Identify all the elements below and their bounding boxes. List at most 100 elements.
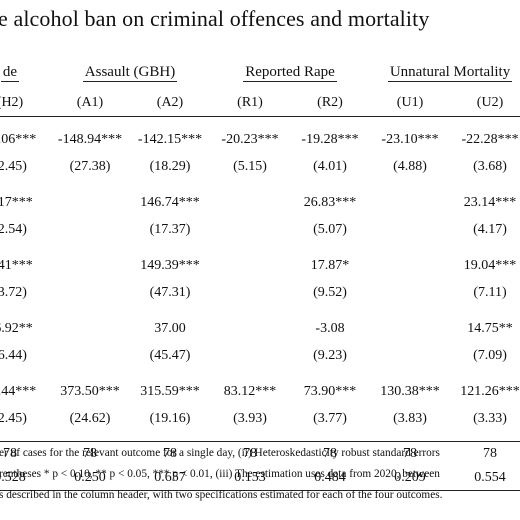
table-cell: (3.83) <box>393 410 427 426</box>
table-cell: 23.14*** <box>463 194 517 210</box>
table-cell: 130.38*** <box>380 383 440 399</box>
constant-row: 52.44*** 373.50*** 315.59*** 83.12*** 73… <box>0 378 520 405</box>
table-cell <box>370 252 450 279</box>
note-line: er of cases for the relevant outcome for… <box>0 447 440 459</box>
table-cell: 315.59*** <box>140 383 200 399</box>
table-cell: 16.92** <box>0 320 33 336</box>
spec-header: (A1) <box>50 90 130 117</box>
table-cell: (2.54) <box>0 221 27 237</box>
table-cell: (4.88) <box>393 158 427 174</box>
table-cell <box>370 342 450 369</box>
table-cell: 19.04*** <box>463 257 517 273</box>
table-cell: (3.68) <box>473 158 507 174</box>
table-cell <box>210 252 290 279</box>
table-cell: 0.209 <box>394 470 426 485</box>
table-cell <box>50 315 130 342</box>
table-cell: 15.06*** <box>0 131 37 147</box>
table-cell <box>50 252 130 279</box>
table-cell: (7.09) <box>473 347 507 363</box>
table-cell <box>370 189 450 216</box>
table-cell: (24.62) <box>69 410 111 426</box>
table-cell: (3.77) <box>313 410 347 426</box>
table-cell: (18.29) <box>149 158 191 174</box>
table-cell <box>210 189 290 216</box>
spec-header: (U2) <box>450 90 520 117</box>
note-line: s described in the column header, with t… <box>0 488 443 501</box>
table-cell: 83.12*** <box>223 383 277 399</box>
table-cell: (27.38) <box>69 158 111 174</box>
table-cell: 373.50*** <box>60 383 120 399</box>
results-table: de Assault (GBH) Reported Rape Unnatural… <box>0 56 520 491</box>
spec-header: (H2) <box>0 90 50 117</box>
table-cell: 0.250 <box>74 470 106 485</box>
table-cell: (9.23) <box>313 347 347 363</box>
table-cell: (6.44) <box>0 347 27 363</box>
table-cell: -19.28*** <box>301 131 359 147</box>
r-squared-row: 0.528 0.250 0.657 0.153 0.484 0.209 0.55… <box>0 466 520 490</box>
table-cell: 0.554 <box>474 470 506 485</box>
table-cell: 1.17*** <box>0 194 33 210</box>
table-cell: 52.44*** <box>0 383 37 399</box>
spec-header: (R2) <box>290 90 371 117</box>
table-cell: 0.153 <box>234 470 266 485</box>
table-cell: (3.33) <box>473 410 507 426</box>
table-cell: 37.00 <box>154 320 186 336</box>
table-cell <box>50 216 130 243</box>
spec-header: (A2) <box>130 90 211 117</box>
page-title: e alcohol ban on criminal offences and m… <box>0 6 430 31</box>
coefficient-row: 4.41*** 149.39*** 17.87* 19.04*** <box>0 252 520 279</box>
column-group-header-row: de Assault (GBH) Reported Rape Unnatural… <box>0 56 520 90</box>
spec-header: (U1) <box>370 90 451 117</box>
column-group-header: Assault (GBH) <box>50 56 210 90</box>
spec-header: (R1) <box>210 90 291 117</box>
table-cell <box>50 279 130 306</box>
table-cell: (2.45) <box>0 158 27 174</box>
specification-header-row: (H2) (A1) (A2) (R1) (R2) (U1) (U2) <box>0 90 520 117</box>
table-cell: 78 <box>450 441 520 466</box>
coefficient-row: 15.06*** -148.94*** -142.15*** -20.23***… <box>0 126 520 153</box>
standard-error-row: (2.45) (24.62) (19.16) (3.93) (3.77) (3.… <box>0 405 520 432</box>
table-cell: (47.31) <box>149 284 191 300</box>
table-cell: -142.15*** <box>137 131 203 147</box>
table-cell: -3.08 <box>315 320 345 336</box>
group-label-assault: Assault (GBH) <box>82 63 178 82</box>
table-cell <box>210 342 290 369</box>
table-cell: 73.90*** <box>303 383 357 399</box>
column-group-header: de <box>0 56 50 90</box>
table-cell: (45.47) <box>149 347 191 363</box>
table-cell: -22.28*** <box>461 131 519 147</box>
table-cell: -20.23*** <box>221 131 279 147</box>
table-cell <box>50 342 130 369</box>
table-cell: 121.26*** <box>460 383 520 399</box>
table-cell: (3.72) <box>0 284 27 300</box>
table-cell: 4.41*** <box>0 257 33 273</box>
table-notes: er of cases for the relevant outcome for… <box>0 443 520 506</box>
table-cell: (17.37) <box>149 221 191 237</box>
table-cell <box>210 279 290 306</box>
table-cell: (5.15) <box>233 158 267 174</box>
table-cell: (3.93) <box>233 410 267 426</box>
standard-error-row: (2.54) (17.37) (5.07) (4.17) <box>0 216 520 243</box>
results-table-wrapper: de Assault (GBH) Reported Rape Unnatural… <box>0 56 520 491</box>
table-cell: (2.45) <box>0 410 27 426</box>
table-cell: 14.75** <box>467 320 513 336</box>
group-label-mortality: Unnatural Mortality <box>387 63 513 82</box>
table-cell: 0.657 <box>154 470 186 485</box>
table-cell: 17.87* <box>310 257 350 273</box>
table-cell <box>370 279 450 306</box>
coefficient-row: 16.92** 37.00 -3.08 14.75** <box>0 315 520 342</box>
standard-error-row: (3.72) (47.31) (9.52) (7.11) <box>0 279 520 306</box>
table-cell: 26.83*** <box>303 194 357 210</box>
table-cell: 78 <box>130 441 211 466</box>
table-cell: 0.528 <box>0 470 26 485</box>
table-cell: 0.484 <box>314 470 346 485</box>
group-label-homicide: de <box>0 63 20 82</box>
table-cell: 149.39*** <box>140 257 200 273</box>
table-cell: 78 <box>50 441 130 466</box>
table-cell <box>370 315 450 342</box>
observations-row: 78 78 78 78 78 78 78 <box>0 441 520 466</box>
table-cell: 78 <box>210 441 291 466</box>
table-cell: 78 <box>0 441 50 466</box>
table-cell: (4.17) <box>473 221 507 237</box>
group-label-rape: Reported Rape <box>243 63 337 82</box>
